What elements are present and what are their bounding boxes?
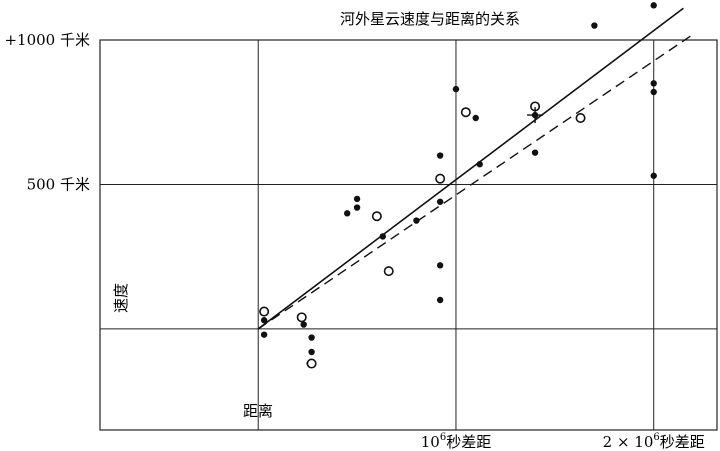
filled-point-17 [476,161,483,168]
plot-frame [99,39,718,431]
filled-point-13 [436,262,444,269]
y-axis-label: 速度 [112,283,130,313]
x-tick-label-2: 2 × 106秒差距 [603,432,705,451]
filled-point-12 [436,198,444,205]
filled-point-22 [650,80,657,87]
filled-point-21 [650,2,657,9]
open-point-6 [460,107,471,118]
filled-point-23 [650,88,657,96]
open-point-0 [259,306,270,317]
open-point-5 [435,173,446,184]
open-point-1 [296,312,307,323]
chart-title: 河外星云速度与距离的关系 [340,10,520,28]
y-tick-label-1: 500 千米 [27,175,90,193]
filled-point-3 [308,334,315,341]
x-tick-label-1: 106秒差距 [421,432,491,451]
filled-point-2 [300,321,307,328]
filled-point-18 [531,149,539,156]
open-point-3 [371,211,382,222]
filled-point-24 [650,172,657,179]
filled-point-15 [452,85,460,93]
filled-point-16 [472,114,479,122]
open-point-2 [306,358,317,369]
open-point-8 [575,113,586,124]
filled-point-10 [413,217,420,224]
fit-lines [257,7,694,330]
filled-point-9 [379,233,386,240]
filled-point-20 [591,22,598,29]
filled-point-0 [260,317,268,324]
filled-point-7 [353,195,361,203]
fit-line-solid [257,7,684,330]
filled-point-8 [353,204,361,211]
filled-point-4 [308,348,315,356]
grid-lines [100,39,717,430]
data-points [259,2,657,369]
y-tick-label-2: +1000 千米 [4,31,90,49]
open-point-4 [383,266,394,277]
filled-point-6 [343,210,351,217]
fit-line-dashed [257,33,694,330]
filled-point-11 [436,152,444,159]
filled-point-14 [436,296,444,304]
filled-point-1 [260,331,268,338]
x-axis-label: 距离 [243,402,273,420]
tick-labels: 106秒差距 2 × 106秒差距 500 千米 +1000 千米 [4,31,704,451]
